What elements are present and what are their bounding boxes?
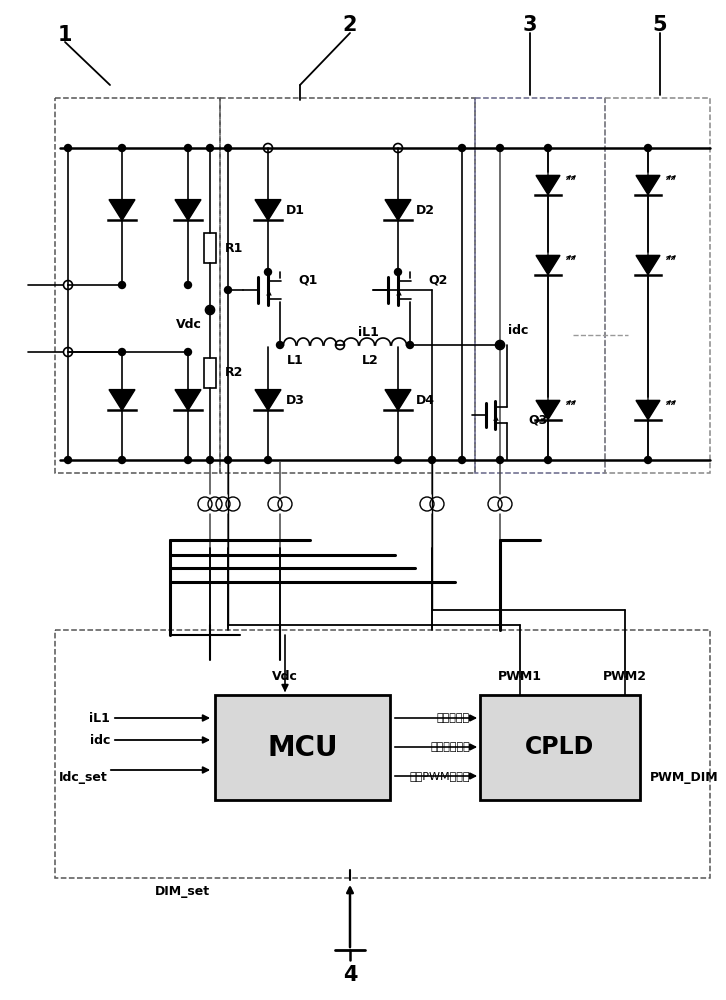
Circle shape xyxy=(645,144,651,151)
Text: PWM2: PWM2 xyxy=(603,670,647,684)
Circle shape xyxy=(65,456,71,464)
Text: Q1: Q1 xyxy=(298,273,317,286)
Text: 3: 3 xyxy=(523,15,537,35)
Circle shape xyxy=(224,144,232,151)
Polygon shape xyxy=(109,390,135,410)
Circle shape xyxy=(544,456,552,464)
Text: Idc_set: Idc_set xyxy=(60,772,108,784)
Circle shape xyxy=(428,456,436,464)
Text: CPLD: CPLD xyxy=(526,736,595,760)
Text: iL1: iL1 xyxy=(89,712,110,724)
Text: R1: R1 xyxy=(225,241,243,254)
Circle shape xyxy=(184,349,192,356)
Text: iL1: iL1 xyxy=(358,326,379,340)
Polygon shape xyxy=(175,200,201,220)
Text: MCU: MCU xyxy=(267,734,338,762)
Text: 1: 1 xyxy=(58,25,73,45)
Circle shape xyxy=(497,456,504,464)
Polygon shape xyxy=(636,400,660,420)
Text: Vdc: Vdc xyxy=(176,318,202,332)
Circle shape xyxy=(206,456,213,464)
Text: L2: L2 xyxy=(362,355,378,367)
Polygon shape xyxy=(385,390,411,410)
Circle shape xyxy=(645,456,651,464)
Circle shape xyxy=(118,349,126,356)
Circle shape xyxy=(264,456,272,464)
Text: L1: L1 xyxy=(287,355,303,367)
Circle shape xyxy=(459,144,465,151)
Bar xyxy=(55,630,710,878)
Circle shape xyxy=(459,456,465,464)
Text: Q3: Q3 xyxy=(528,414,547,426)
Polygon shape xyxy=(255,200,281,220)
Circle shape xyxy=(497,144,504,151)
Text: DIM_set: DIM_set xyxy=(155,886,210,898)
Text: D4: D4 xyxy=(416,393,435,406)
Circle shape xyxy=(407,342,414,349)
Text: Q2: Q2 xyxy=(428,273,447,286)
Text: D2: D2 xyxy=(416,204,435,217)
Circle shape xyxy=(184,456,192,464)
Polygon shape xyxy=(175,390,201,410)
Circle shape xyxy=(118,456,126,464)
Text: 4: 4 xyxy=(343,965,357,985)
Text: idc: idc xyxy=(508,324,529,336)
Circle shape xyxy=(65,144,71,151)
Circle shape xyxy=(206,144,213,151)
Bar xyxy=(475,98,605,473)
Circle shape xyxy=(224,286,232,294)
Polygon shape xyxy=(636,255,660,275)
Bar xyxy=(204,233,216,263)
Bar xyxy=(480,695,640,800)
Text: 2: 2 xyxy=(343,15,357,35)
Circle shape xyxy=(264,268,272,275)
Text: D1: D1 xyxy=(286,204,305,217)
Polygon shape xyxy=(636,175,660,195)
Circle shape xyxy=(184,282,192,288)
Circle shape xyxy=(394,456,401,464)
Bar xyxy=(204,358,216,388)
Bar xyxy=(220,98,475,473)
Text: PWM1: PWM1 xyxy=(498,670,542,684)
Text: 5: 5 xyxy=(653,15,667,35)
Circle shape xyxy=(184,144,192,151)
Text: idc: idc xyxy=(89,734,110,746)
Circle shape xyxy=(544,144,552,151)
Polygon shape xyxy=(536,400,560,420)
Polygon shape xyxy=(255,390,281,410)
Polygon shape xyxy=(536,255,560,275)
Text: D3: D3 xyxy=(286,393,305,406)
Polygon shape xyxy=(109,200,135,220)
Text: R2: R2 xyxy=(225,366,243,379)
Circle shape xyxy=(497,342,504,349)
Bar xyxy=(215,695,390,800)
Text: 正弦波幅值: 正弦波幅值 xyxy=(437,713,470,723)
Polygon shape xyxy=(536,175,560,195)
Polygon shape xyxy=(385,200,411,220)
Circle shape xyxy=(206,306,213,314)
Text: 调光PWM占空比: 调光PWM占空比 xyxy=(409,771,470,781)
Text: Vdc: Vdc xyxy=(272,670,298,684)
Circle shape xyxy=(224,456,232,464)
Circle shape xyxy=(118,282,126,288)
Circle shape xyxy=(277,342,283,349)
Bar xyxy=(605,98,710,473)
Circle shape xyxy=(394,268,401,275)
Bar xyxy=(55,98,220,473)
Circle shape xyxy=(118,144,126,151)
Text: 正弦同步信号: 正弦同步信号 xyxy=(431,742,470,752)
Text: PWM_DIM: PWM_DIM xyxy=(650,771,719,784)
